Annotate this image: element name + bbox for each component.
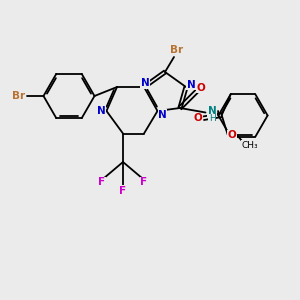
Text: F: F: [98, 177, 106, 187]
Text: F: F: [140, 177, 148, 187]
Text: F: F: [119, 186, 127, 196]
Text: N: N: [187, 80, 196, 90]
Text: N: N: [158, 110, 167, 120]
Text: Br: Br: [12, 91, 26, 101]
Text: N: N: [97, 106, 106, 116]
Text: N: N: [208, 106, 217, 116]
Text: H: H: [209, 114, 215, 123]
Text: Br: Br: [170, 45, 183, 56]
Text: O: O: [228, 130, 237, 140]
Text: O: O: [196, 83, 206, 93]
Text: O: O: [194, 113, 203, 123]
Text: N: N: [141, 78, 150, 88]
Text: CH₃: CH₃: [242, 141, 259, 150]
